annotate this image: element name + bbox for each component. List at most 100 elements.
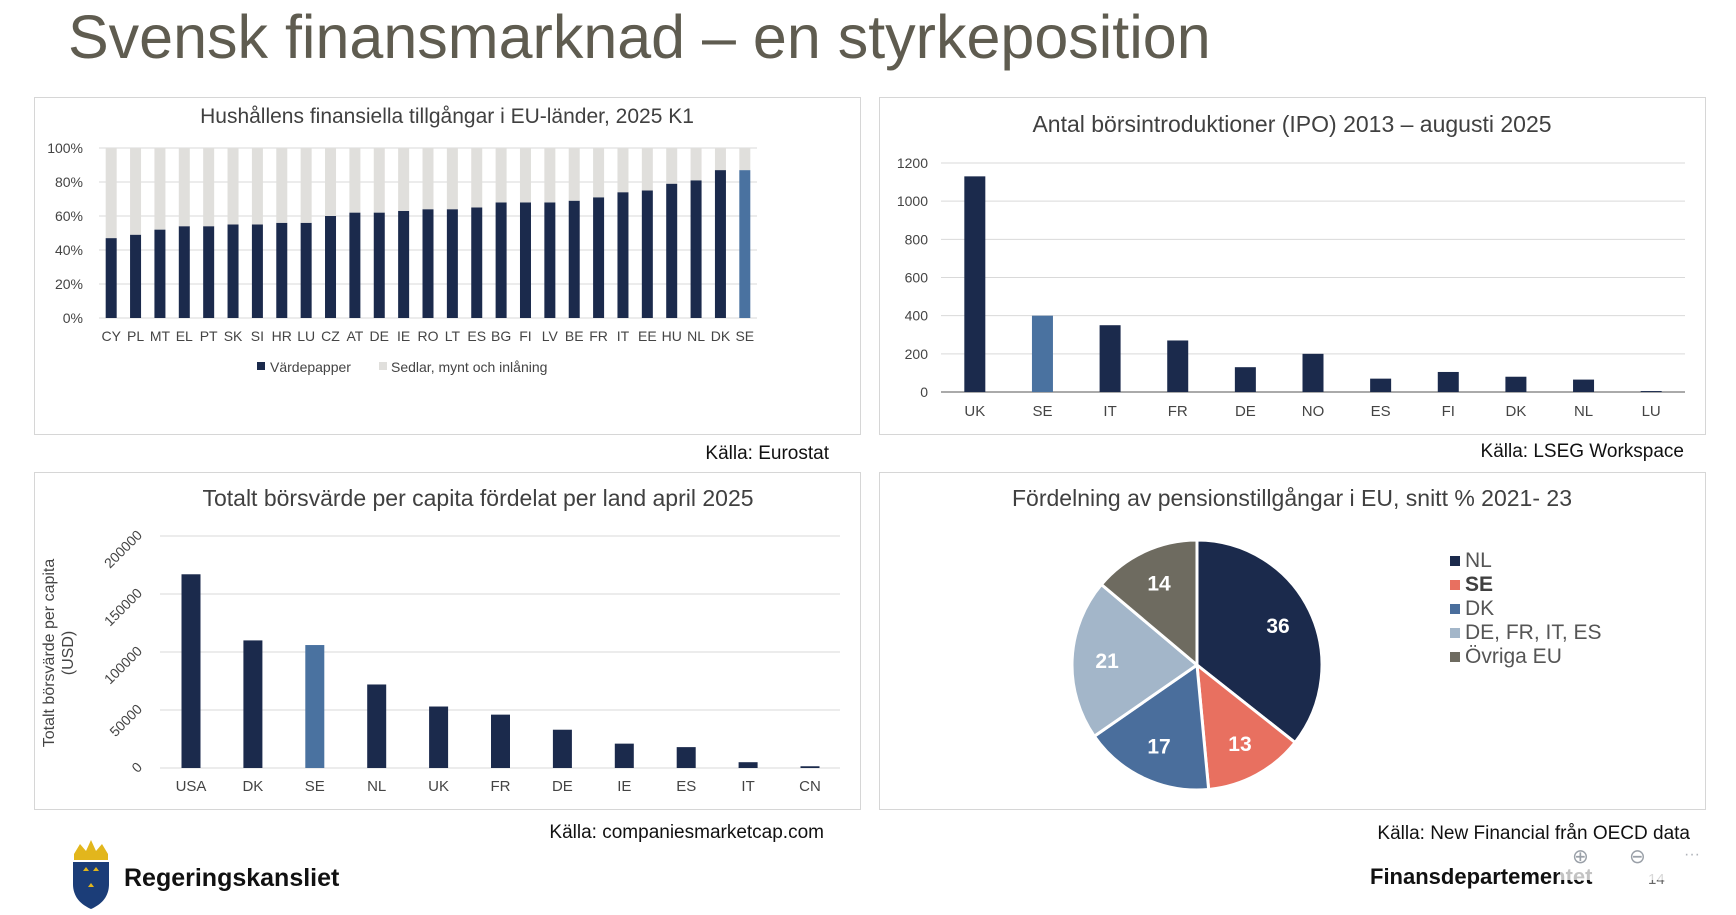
source-ipo: Källa: LSEG Workspace <box>1480 441 1684 462</box>
bar-se <box>305 645 325 768</box>
x-tick-label: PT <box>200 328 218 344</box>
bar-ro-deposits <box>422 148 434 210</box>
marketcap-chart: Totalt börsvärde per capita fördelat per… <box>41 485 840 795</box>
bar-dk-securities <box>714 170 726 318</box>
y-tick-label: 400 <box>905 308 929 324</box>
bar-cy-securities <box>105 238 117 318</box>
x-tick-label: IT <box>741 778 754 795</box>
page-title: Svensk finansmarknad – en styrkeposition <box>68 3 1211 71</box>
chart-title: Fördelning av pensionstillgångar i EU, s… <box>1012 485 1572 511</box>
zoom-in-icon[interactable]: ⊕ <box>1572 846 1589 868</box>
x-tick-label: BG <box>491 328 511 344</box>
y-tick-label: 50000 <box>106 701 145 740</box>
bar-lt-deposits <box>446 148 458 210</box>
bar-uk <box>429 706 449 768</box>
y-tick-label: 40% <box>55 242 83 258</box>
bar-es-deposits <box>471 148 483 208</box>
slice-value-label: 17 <box>1147 736 1170 759</box>
x-tick-label: DE <box>1235 403 1256 420</box>
y-tick-label: 600 <box>905 270 929 286</box>
bar-ee-deposits <box>641 148 653 191</box>
y-tick-label: 80% <box>55 174 83 190</box>
x-tick-label: DK <box>1505 403 1526 420</box>
x-tick-label: MT <box>150 328 171 344</box>
legend-label: SE <box>1465 573 1493 596</box>
bar-mt-securities <box>154 229 166 318</box>
bar-nl-deposits <box>690 148 702 181</box>
bar-bg-securities <box>495 202 507 318</box>
bar-hr-securities <box>276 222 288 318</box>
x-tick-label: FI <box>1442 403 1455 420</box>
x-tick-label: NL <box>1574 403 1593 420</box>
x-tick-label: NO <box>1302 403 1325 420</box>
legend-swatch-deposits <box>379 362 387 370</box>
bar-lv-deposits <box>544 148 556 203</box>
bar-bg-deposits <box>495 148 507 203</box>
y-tick-label: 100% <box>47 140 83 156</box>
bar-lu-securities <box>300 222 312 318</box>
households-chart-panel: Hushållens finansiella tillgångar i EU-l… <box>34 97 861 435</box>
bar-nl <box>367 684 387 768</box>
bar-dk-deposits <box>714 148 726 171</box>
x-tick-label: BE <box>565 328 584 344</box>
source-marketcap: Källa: companiesmarketcap.com <box>549 822 824 843</box>
x-tick-label: IE <box>617 778 631 795</box>
y-axis-label-unit: (USD) <box>60 631 77 675</box>
bar-no <box>1302 353 1324 392</box>
bar-hu-securities <box>666 183 678 318</box>
bar-dk <box>1505 376 1527 392</box>
source-households: Källa: Eurostat <box>705 443 829 464</box>
more-icon[interactable]: ··· <box>1684 846 1700 863</box>
x-tick-label: EL <box>176 328 193 344</box>
bar-ee-securities <box>641 190 653 318</box>
bar-dk <box>243 640 263 768</box>
x-tick-label: CN <box>799 778 821 795</box>
slice-de-fr-it-es <box>1070 582 1200 739</box>
source-pension: Källa: New Financial från OECD data <box>1377 823 1690 844</box>
x-tick-label: EE <box>638 328 657 344</box>
legend-swatch-securities <box>257 362 265 370</box>
bar-ie <box>614 743 634 768</box>
bar-cz-deposits <box>325 148 337 216</box>
x-tick-label: FR <box>589 328 608 344</box>
x-tick-label: CZ <box>321 328 340 344</box>
x-tick-label: SE <box>735 328 754 344</box>
bar-fi <box>1437 371 1459 392</box>
bar-it <box>1099 325 1121 392</box>
x-tick-label: USA <box>176 778 207 795</box>
zoom-out-icon[interactable]: ⊖ <box>1629 846 1646 868</box>
bar-fr-deposits <box>593 148 605 198</box>
x-tick-label: IT <box>617 328 630 344</box>
bar-de <box>1234 367 1256 392</box>
bar-ro-securities <box>422 209 434 318</box>
x-tick-label: RO <box>418 328 439 344</box>
bar-cn <box>800 766 820 768</box>
bar-si-deposits <box>251 148 263 225</box>
bar-fr <box>1167 340 1189 392</box>
y-tick-label: 800 <box>905 231 929 247</box>
bar-it-deposits <box>617 148 629 193</box>
x-tick-label: NL <box>687 328 705 344</box>
bar-de <box>552 729 572 768</box>
ipo-chart: Antal börsintroduktioner (IPO) 2013 – au… <box>897 111 1685 420</box>
x-tick-label: LT <box>445 328 461 344</box>
bar-se <box>1031 315 1053 392</box>
legend-swatch <box>1450 604 1460 614</box>
x-tick-label: DE <box>552 778 573 795</box>
households-chart: Hushållens finansiella tillgångar i EU-l… <box>47 105 757 375</box>
marketcap-chart-panel: Totalt börsvärde per capita fördelat per… <box>34 472 861 810</box>
bar-si-securities <box>251 224 263 318</box>
y-tick-label: 100000 <box>101 643 145 687</box>
bar-hr-deposits <box>276 148 288 223</box>
bar-pt-deposits <box>203 148 215 227</box>
bar-be-deposits <box>568 148 580 201</box>
bar-cy-deposits <box>105 148 117 239</box>
legend-label: Övriga EU <box>1465 645 1562 668</box>
x-tick-label: FR <box>491 778 511 795</box>
y-axis-label: Totalt börsvärde per capita <box>41 559 58 748</box>
bar-es <box>1370 378 1392 392</box>
legend-label-securities: Värdepapper <box>270 359 351 375</box>
bar-lt-securities <box>446 209 458 318</box>
bar-be-securities <box>568 200 580 318</box>
bar-se-securities <box>739 170 751 318</box>
